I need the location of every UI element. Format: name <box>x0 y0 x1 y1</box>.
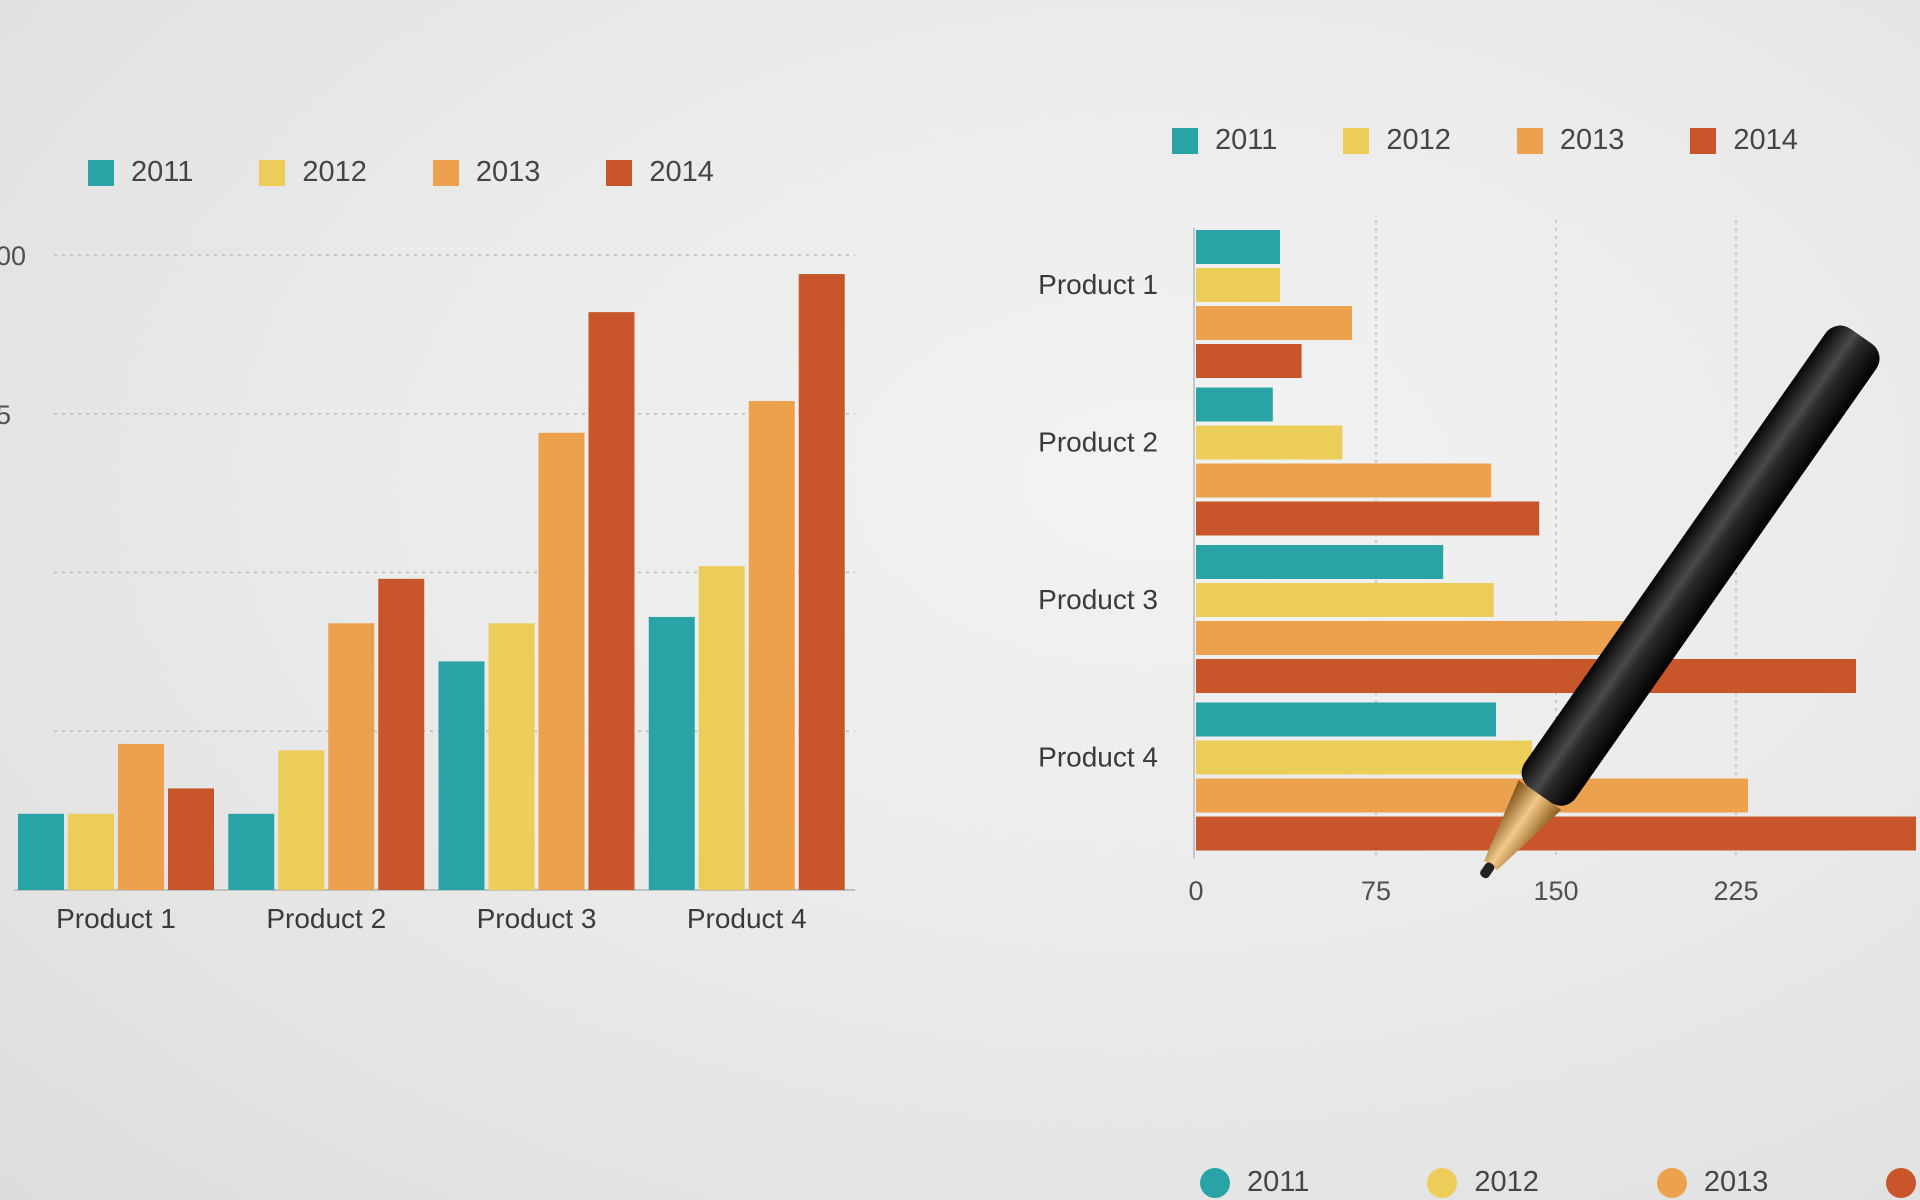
left-bar-2013-2 <box>328 623 375 890</box>
left-legend-swatch-2011 <box>88 159 114 186</box>
right-legend-item-2012: 2012 <box>1343 124 1451 157</box>
right-bar-2013-4 <box>1196 778 1748 813</box>
right-bar-2012-3 <box>1196 583 1494 617</box>
left-legend-item-2012: 2012 <box>259 156 367 189</box>
right-legend-swatch-2014 <box>1690 127 1717 154</box>
right-chart-legend: 2011 2012 2013 2014 <box>1172 124 1864 157</box>
right-x-tick-label: 225 <box>1713 876 1758 906</box>
left-bar-2012-3 <box>488 623 535 890</box>
right-bar-2012-2 <box>1196 425 1343 460</box>
left-category-label: Product 1 <box>56 903 176 934</box>
left-bar-2012-1 <box>68 813 114 890</box>
bottom-legend-item-2013: 2013 <box>1656 1166 1769 1199</box>
left-bar-2012-4 <box>698 566 745 890</box>
left-category-label: Product 4 <box>687 903 807 934</box>
right-category-label: Product 1 <box>1038 269 1158 300</box>
left-bar-2014-4 <box>798 274 845 890</box>
left-bar-2012-2 <box>278 750 325 890</box>
left-bar-2014-2 <box>378 578 425 890</box>
right-bar-2014-1 <box>1196 344 1302 378</box>
bottom-legend-item-2011: 2011 <box>1200 1166 1309 1199</box>
left-bar-2013-3 <box>538 432 585 890</box>
right-legend-swatch-2012 <box>1343 127 1370 154</box>
right-bar-2011-4 <box>1196 702 1496 737</box>
bottom-legend-label-2013: 2013 <box>1703 1166 1769 1198</box>
bottom-legend-label-2012: 2012 <box>1474 1166 1539 1198</box>
left-legend-label-2011: 2011 <box>131 156 194 188</box>
left-legend-swatch-2014 <box>606 159 633 186</box>
left-legend-item-2014: 2014 <box>606 156 714 189</box>
right-legend-item-2014: 2014 <box>1690 124 1798 157</box>
right-category-label: Product 2 <box>1038 427 1158 458</box>
left-legend-label-2012: 2012 <box>302 156 367 188</box>
right-bar-2013-2 <box>1196 463 1492 498</box>
bottom-legend-item-2012: 2012 <box>1427 1166 1539 1199</box>
right-legend-swatch-2013 <box>1516 127 1543 154</box>
right-x-tick-label: 150 <box>1533 876 1578 906</box>
left-bar-2011-3 <box>438 661 485 890</box>
left-bar-2014-1 <box>168 788 214 890</box>
right-x-tick-label: 75 <box>1361 876 1391 906</box>
left-bar-2014-3 <box>588 312 635 890</box>
right-bar-2013-1 <box>1196 306 1352 340</box>
left-legend-item-2011: 2011 <box>88 156 193 189</box>
right-legend-item-2013: 2013 <box>1516 124 1625 157</box>
right-bar-2011-3 <box>1196 545 1444 579</box>
left-legend-swatch-2012 <box>259 159 286 186</box>
left-legend-item-2013: 2013 <box>432 156 541 189</box>
right-category-label: Product 4 <box>1038 742 1158 773</box>
right-legend-label-2012: 2012 <box>1386 124 1451 156</box>
left-bar-2013-4 <box>748 401 795 890</box>
right-bar-2011-1 <box>1196 230 1280 264</box>
left-legend-label-2013: 2013 <box>475 156 541 188</box>
bottom-legend-swatch-2014 <box>1886 1167 1917 1198</box>
right-x-tick-label: 0 <box>1188 876 1203 906</box>
left-category-label: Product 2 <box>266 903 386 934</box>
right-legend-label-2013: 2013 <box>1559 124 1625 156</box>
right-bar-2012-1 <box>1196 268 1280 302</box>
left-y-tick-label: 00 <box>0 241 26 271</box>
bottom-legend-swatch-2012 <box>1427 1167 1458 1198</box>
bottom-chart-legend: 2011 2012 2013 2014 <box>1200 1166 1920 1199</box>
bottom-legend-label-2011: 2011 <box>1247 1166 1310 1198</box>
right-bar-2011-2 <box>1196 387 1273 422</box>
right-legend-label-2014: 2014 <box>1733 124 1798 156</box>
right-legend-item-2011: 2011 <box>1172 124 1277 157</box>
right-bar-2014-2 <box>1196 501 1540 536</box>
left-category-label: Product 3 <box>477 903 597 934</box>
right-legend-swatch-2011 <box>1172 127 1198 154</box>
right-category-label: Product 3 <box>1038 584 1158 615</box>
bottom-legend-swatch-2011 <box>1200 1167 1230 1198</box>
right-legend-label-2011: 2011 <box>1215 124 1278 156</box>
right-bar-2012-4 <box>1196 740 1532 775</box>
left-bar-2011-2 <box>228 813 275 890</box>
right-bar-2014-3 <box>1196 659 1856 693</box>
left-bar-2011-4 <box>648 616 695 890</box>
left-y-tick-label: 5 <box>0 400 11 430</box>
bottom-legend-item-2014: 2014 <box>1886 1166 1920 1199</box>
right-bar-2014-4 <box>1196 816 1916 851</box>
bottom-legend-swatch-2013 <box>1656 1167 1687 1198</box>
left-legend-label-2014: 2014 <box>649 156 714 188</box>
left-bar-2013-1 <box>118 743 164 890</box>
left-chart-legend: 2011 2012 2013 2014 <box>88 156 780 189</box>
left-bar-2011-1 <box>18 813 64 890</box>
right-bar-2013-3 <box>1196 621 1628 655</box>
left-legend-swatch-2013 <box>432 159 459 186</box>
